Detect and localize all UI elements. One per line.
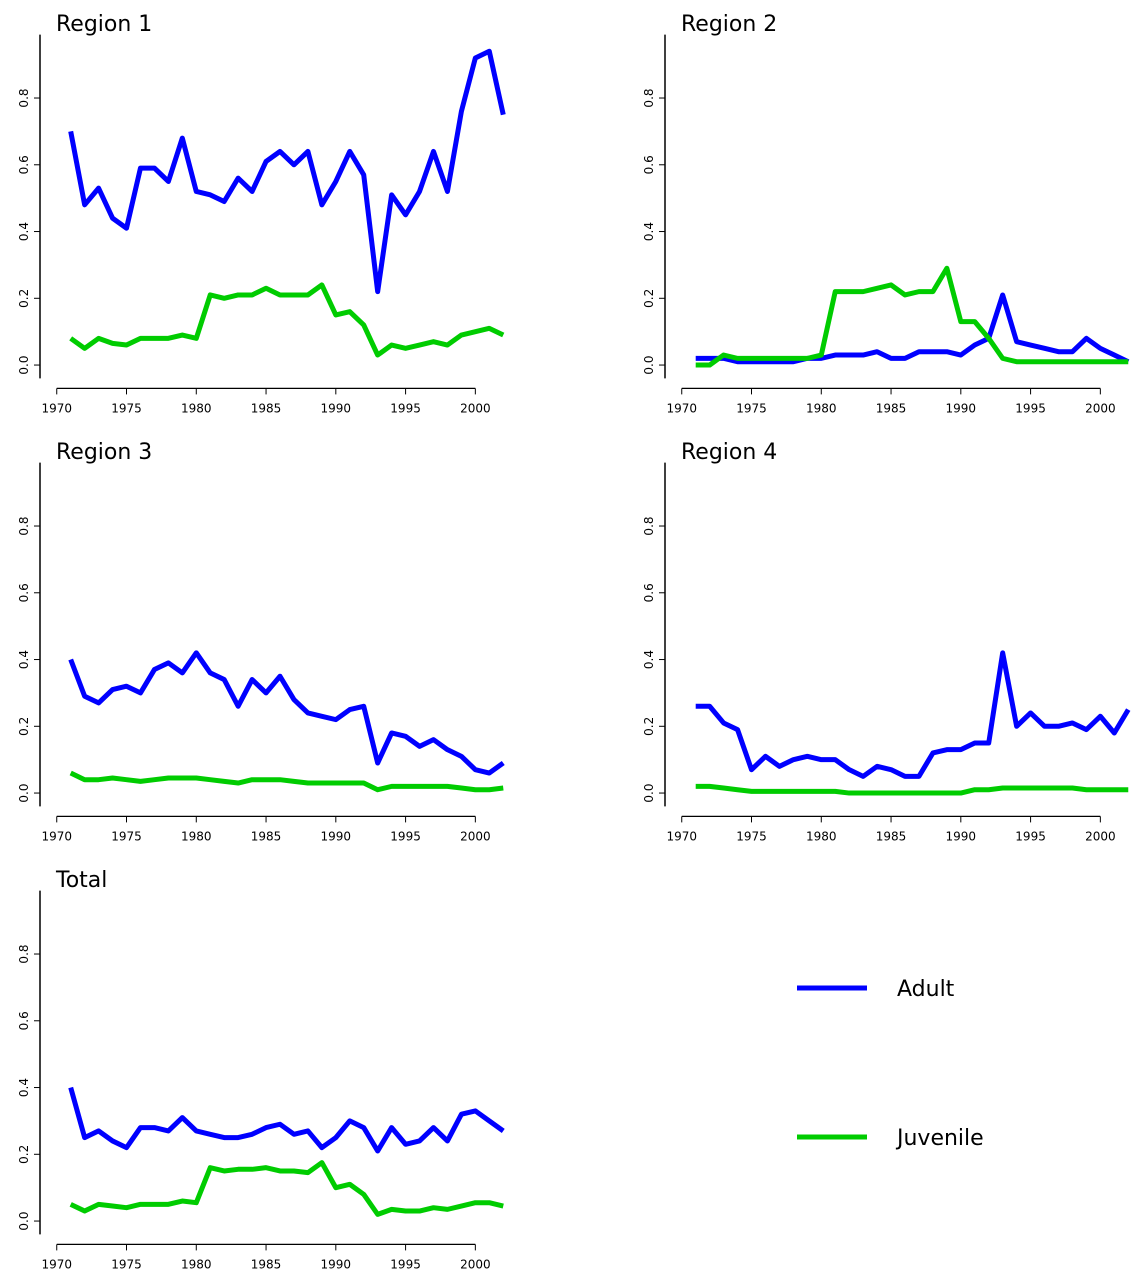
y-tick-label: 0.8 — [642, 516, 656, 535]
x-tick-label: 1985 — [876, 829, 907, 843]
x-tick-label: 1990 — [946, 829, 977, 843]
series-line — [68, 1086, 505, 1154]
y-tick-label: 0.0 — [17, 1212, 31, 1231]
x-tick-label: 1985 — [251, 401, 282, 415]
y-tick-label: 0.2 — [17, 1145, 31, 1164]
y-tick-label: 0.4 — [642, 222, 656, 241]
x-tick-label: 2000 — [460, 401, 491, 415]
y-tick-label: 0.6 — [17, 155, 31, 174]
panel: Region 1 1970 1975 1980 1985 1990 1995 2000 0.0 0… — [17, 12, 506, 415]
x-tick-label: 1970 — [41, 1257, 72, 1271]
legend-label: Adult — [897, 977, 955, 1002]
y-tick-label: 0.8 — [17, 516, 31, 535]
y-tick-label: 0.4 — [17, 222, 31, 241]
panel: Total 1970 1975 1980 1985 1990 1995 2000 0.0 0.2 0… — [17, 868, 984, 1271]
x-tick-label: 1985 — [251, 829, 282, 843]
y-tick-label: 0.8 — [17, 88, 31, 107]
panel-title: Region 2 — [681, 12, 777, 37]
x-tick-label: 2000 — [1085, 829, 1116, 843]
y-tick-label: 0.0 — [642, 784, 656, 803]
y-tick-label: 0.8 — [642, 88, 656, 107]
y-tick-label: 0.2 — [17, 717, 31, 736]
panel: Region 3 1970 1975 1980 1985 1990 1995 2000 0.0 0… — [17, 440, 505, 843]
panel: Region 2 1970 1975 1980 1985 1990 1995 2000 0.0 0… — [642, 12, 1130, 415]
x-tick-label: 1995 — [390, 401, 421, 415]
x-tick-label: 1995 — [390, 1257, 421, 1271]
x-tick-label: 1990 — [321, 401, 352, 415]
x-tick-label: 2000 — [1085, 401, 1116, 415]
x-tick-label: 1990 — [321, 829, 352, 843]
x-tick-label: 1970 — [666, 829, 697, 843]
x-tick-label: 1970 — [41, 401, 72, 415]
y-tick-label: 0.4 — [17, 1078, 31, 1097]
x-tick-label: 1970 — [666, 401, 697, 415]
series-line — [68, 650, 505, 776]
series-line — [695, 265, 1129, 368]
panel-title: Total — [55, 868, 107, 893]
x-tick-label: 1980 — [181, 1257, 212, 1271]
series-line — [69, 282, 505, 358]
y-tick-label: 0.2 — [17, 289, 31, 308]
x-tick-label: 2000 — [460, 1257, 491, 1271]
x-tick-label: 1995 — [1015, 401, 1046, 415]
x-tick-label: 1970 — [41, 829, 72, 843]
y-tick-label: 0.0 — [17, 356, 31, 375]
series-line — [695, 292, 1130, 365]
y-tick-label: 0.0 — [17, 784, 31, 803]
legend-label: Juvenile — [895, 1126, 984, 1151]
y-tick-label: 0.4 — [17, 650, 31, 669]
y-tick-label: 0.2 — [642, 717, 656, 736]
x-tick-label: 1990 — [321, 1257, 352, 1271]
x-tick-label: 1980 — [181, 829, 212, 843]
y-tick-label: 0.4 — [642, 650, 656, 669]
x-tick-label: 1980 — [806, 401, 837, 415]
y-tick-label: 0.6 — [642, 583, 656, 602]
x-tick-label: 1985 — [876, 401, 907, 415]
series-line — [695, 783, 1129, 796]
x-tick-label: 1995 — [1015, 829, 1046, 843]
x-tick-label: 1985 — [251, 1257, 282, 1271]
panel-title: Region 1 — [56, 12, 152, 37]
x-tick-label: 1990 — [946, 401, 977, 415]
series-line — [68, 48, 506, 295]
series-line — [695, 650, 1131, 779]
x-tick-label: 2000 — [460, 829, 491, 843]
panel: Region 4 1970 1975 1980 1985 1990 1995 2000 0.0 0… — [642, 440, 1131, 843]
series-line — [69, 1160, 504, 1217]
x-tick-label: 1995 — [390, 829, 421, 843]
y-tick-label: 0.2 — [642, 289, 656, 308]
x-tick-label: 1975 — [111, 401, 142, 415]
panel-title: Region 3 — [56, 440, 152, 465]
x-tick-label: 1975 — [111, 1257, 142, 1271]
x-tick-label: 1980 — [806, 829, 837, 843]
y-tick-label: 0.6 — [17, 583, 31, 602]
y-tick-label: 0.6 — [642, 155, 656, 174]
panel-title: Region 4 — [681, 440, 777, 465]
x-tick-label: 1975 — [736, 829, 767, 843]
x-tick-label: 1975 — [736, 401, 767, 415]
y-tick-label: 0.6 — [17, 1011, 31, 1030]
y-tick-label: 0.8 — [17, 944, 31, 963]
x-tick-label: 1980 — [181, 401, 212, 415]
x-tick-label: 1975 — [111, 829, 142, 843]
y-tick-label: 0.0 — [642, 356, 656, 375]
series-line — [69, 770, 504, 793]
